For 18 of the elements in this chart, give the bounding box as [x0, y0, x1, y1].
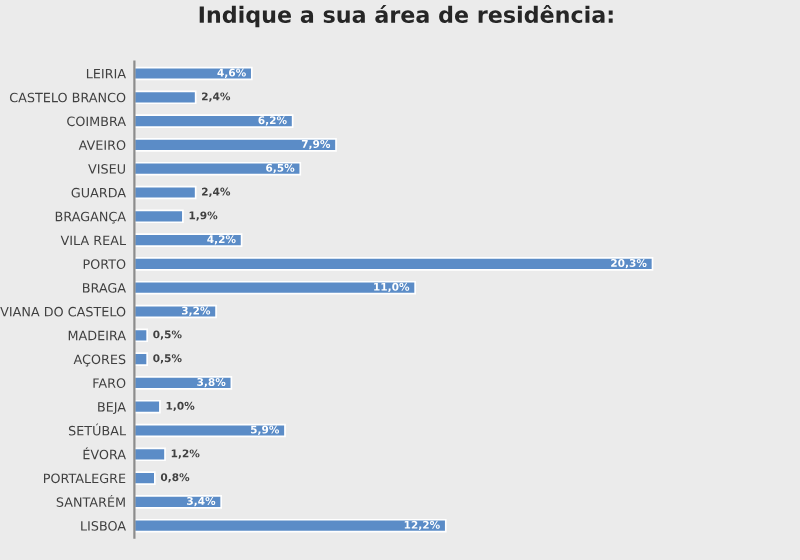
bar — [134, 138, 337, 152]
bar — [134, 376, 233, 390]
bar — [134, 352, 148, 366]
bar — [134, 471, 156, 485]
bar — [134, 423, 286, 438]
bar — [134, 161, 302, 176]
bar — [134, 257, 654, 271]
bar — [134, 185, 197, 200]
bar — [134, 518, 447, 533]
bar — [134, 90, 197, 105]
bar — [134, 280, 416, 295]
chart-title: Indique a sua área de residência: — [199, 4, 613, 28]
bar — [134, 399, 161, 414]
bar — [134, 233, 243, 247]
bar — [134, 209, 184, 224]
bar — [134, 447, 166, 462]
bar — [134, 495, 223, 509]
bar — [134, 114, 294, 128]
